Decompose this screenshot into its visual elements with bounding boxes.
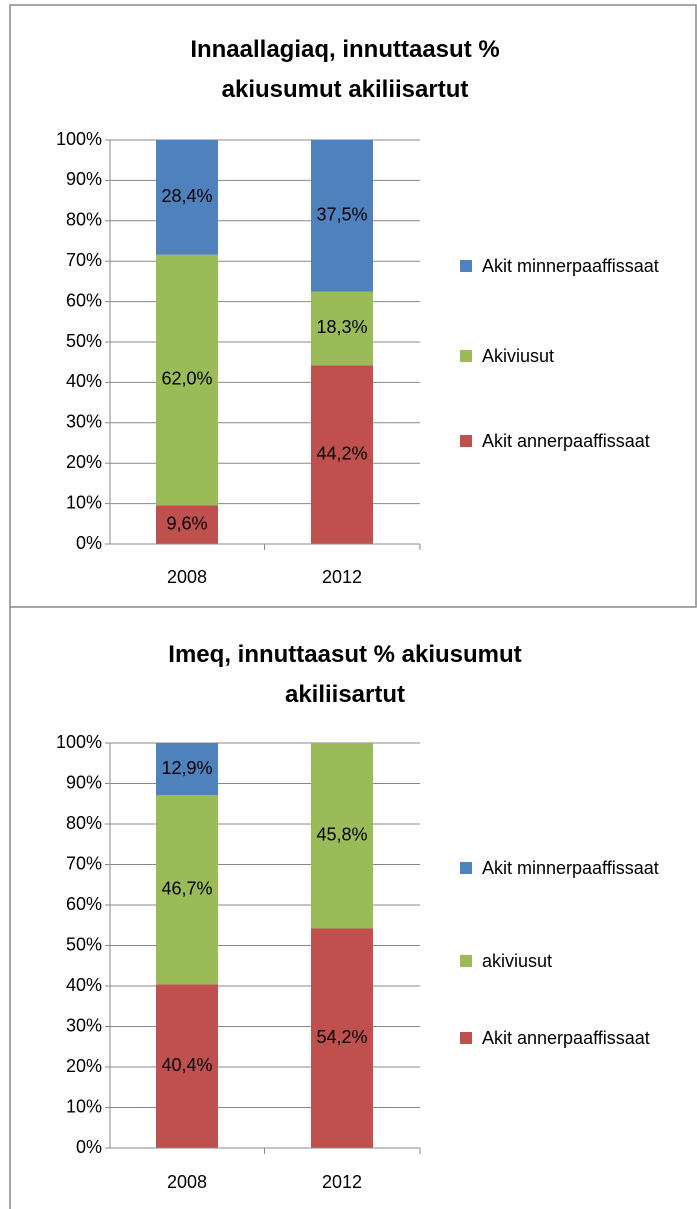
bar-segment	[156, 984, 218, 1148]
bar-segment	[311, 743, 373, 929]
legend-label: Akit minnerpaaffissaat	[482, 858, 659, 878]
bar-segment	[311, 291, 373, 366]
y-tick-label: 20%	[66, 1056, 102, 1076]
bar-segment	[156, 254, 218, 506]
legend-label: Akit annerpaaffissaat	[482, 1028, 650, 1048]
y-tick-label: 90%	[66, 169, 102, 189]
y-tick-label: 30%	[66, 412, 102, 432]
legend-swatch	[460, 862, 472, 874]
y-tick-label: 90%	[66, 772, 102, 792]
y-tick-label: 70%	[66, 250, 102, 270]
data-label: 28,4%	[161, 186, 212, 206]
y-tick-label: 80%	[66, 813, 102, 833]
data-label: 37,5%	[316, 205, 367, 225]
x-tick-label: 2008	[167, 567, 207, 587]
x-tick-label: 2012	[322, 1172, 362, 1192]
y-tick-label: 100%	[56, 129, 102, 149]
bar-segment	[156, 795, 218, 985]
data-label: 62,0%	[161, 369, 212, 389]
bar-segment	[156, 505, 218, 544]
chart-title: Imeq, innuttaasut % akiusumut akiliisart…	[168, 641, 522, 708]
y-tick-label: 40%	[66, 371, 102, 391]
bar-segment	[311, 365, 373, 544]
data-label: 18,3%	[316, 317, 367, 337]
y-tick-label: 60%	[66, 290, 102, 310]
y-tick-label: 10%	[66, 1096, 102, 1116]
data-label: 9,6%	[166, 513, 207, 533]
legend-swatch	[460, 955, 472, 967]
legend-label: Akiviusut	[482, 346, 555, 366]
data-label: 40,4%	[161, 1055, 212, 1075]
bar-segment	[311, 928, 373, 1148]
y-tick-label: 60%	[66, 894, 102, 914]
legend-label: akiviusut	[482, 951, 553, 971]
y-tick-label: 30%	[66, 1015, 102, 1035]
bar-segment	[156, 743, 218, 796]
legend-swatch	[460, 1032, 472, 1044]
y-tick-label: 50%	[66, 331, 102, 351]
data-label: 46,7%	[161, 879, 212, 899]
legend-swatch	[460, 260, 472, 272]
chart-title: Innaallagiaq, innuttaasut % akiusumut ak…	[190, 36, 500, 103]
legend-label: Akit minnerpaaffissaat	[482, 256, 659, 276]
y-tick-label: 80%	[66, 210, 102, 230]
x-tick-label: 2008	[167, 1172, 207, 1192]
legend-swatch	[460, 435, 472, 447]
y-tick-label: 0%	[76, 1137, 102, 1157]
y-tick-label: 70%	[66, 853, 102, 873]
y-tick-label: 20%	[66, 452, 102, 472]
data-label: 12,9%	[161, 758, 212, 778]
y-tick-label: 40%	[66, 975, 102, 995]
y-tick-label: 0%	[76, 533, 102, 553]
bar-segment	[311, 140, 373, 292]
x-tick-label: 2012	[322, 567, 362, 587]
y-tick-label: 100%	[56, 732, 102, 752]
legend-swatch	[460, 350, 472, 362]
bar-segment	[156, 140, 218, 255]
data-label: 44,2%	[316, 443, 367, 463]
data-label: 54,2%	[316, 1027, 367, 1047]
data-label: 45,8%	[316, 824, 367, 844]
y-tick-label: 10%	[66, 492, 102, 512]
legend-label: Akit annerpaaffissaat	[482, 431, 650, 451]
y-tick-label: 50%	[66, 934, 102, 954]
panel-border	[9, 4, 697, 608]
